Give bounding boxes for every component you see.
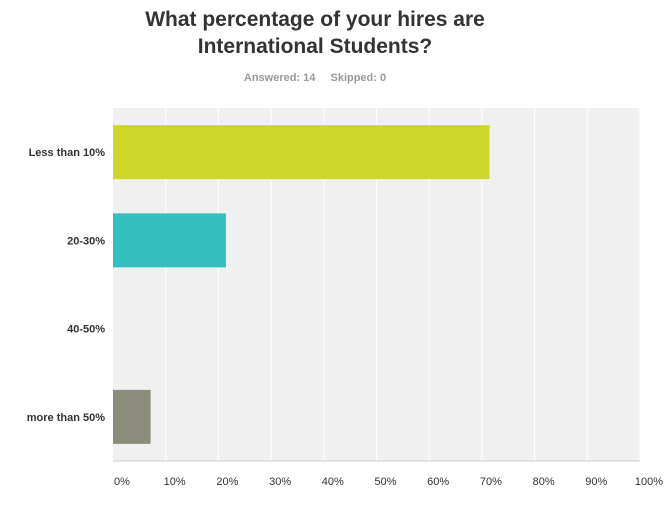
x-tick-labels: 0% 10% 20% 30% 40% 50% 60% 70% 80% 90% 100% <box>114 476 663 488</box>
answered-count: Answered: 14 <box>243 72 316 84</box>
x-tick-label: 20% <box>216 476 238 488</box>
bar <box>113 389 151 444</box>
x-tick-label: 0% <box>114 476 130 488</box>
category-label: Less than 10% <box>29 147 106 159</box>
response-stats: Answered: 14 Skipped: 0 <box>0 72 630 84</box>
chart-title: What percentage of your hires are Intern… <box>0 6 630 60</box>
x-tick-label: 70% <box>480 476 502 488</box>
category-label: 40-50% <box>67 324 105 336</box>
category-labels: Less than 10% 20-30% 40-50% more than 50% <box>27 147 105 424</box>
x-tick-label: 60% <box>427 476 449 488</box>
x-tick-label: 40% <box>322 476 344 488</box>
bar <box>113 213 226 268</box>
chart-title-line-2: International Students? <box>197 35 433 58</box>
bar <box>113 125 490 180</box>
chart-title-line-1: What percentage of your hires are <box>145 8 485 31</box>
x-tick-label: 10% <box>164 476 186 488</box>
x-tick-label: 80% <box>533 476 555 488</box>
skipped-count: Skipped: 0 <box>330 72 387 84</box>
x-tick-label: 50% <box>374 476 396 488</box>
x-tick-label: 90% <box>585 476 607 488</box>
x-tick-label: 30% <box>269 476 291 488</box>
category-label: 20-30% <box>67 235 105 247</box>
category-label: more than 50% <box>27 412 105 424</box>
bars <box>113 125 490 444</box>
x-tick-label: 100% <box>635 476 663 488</box>
